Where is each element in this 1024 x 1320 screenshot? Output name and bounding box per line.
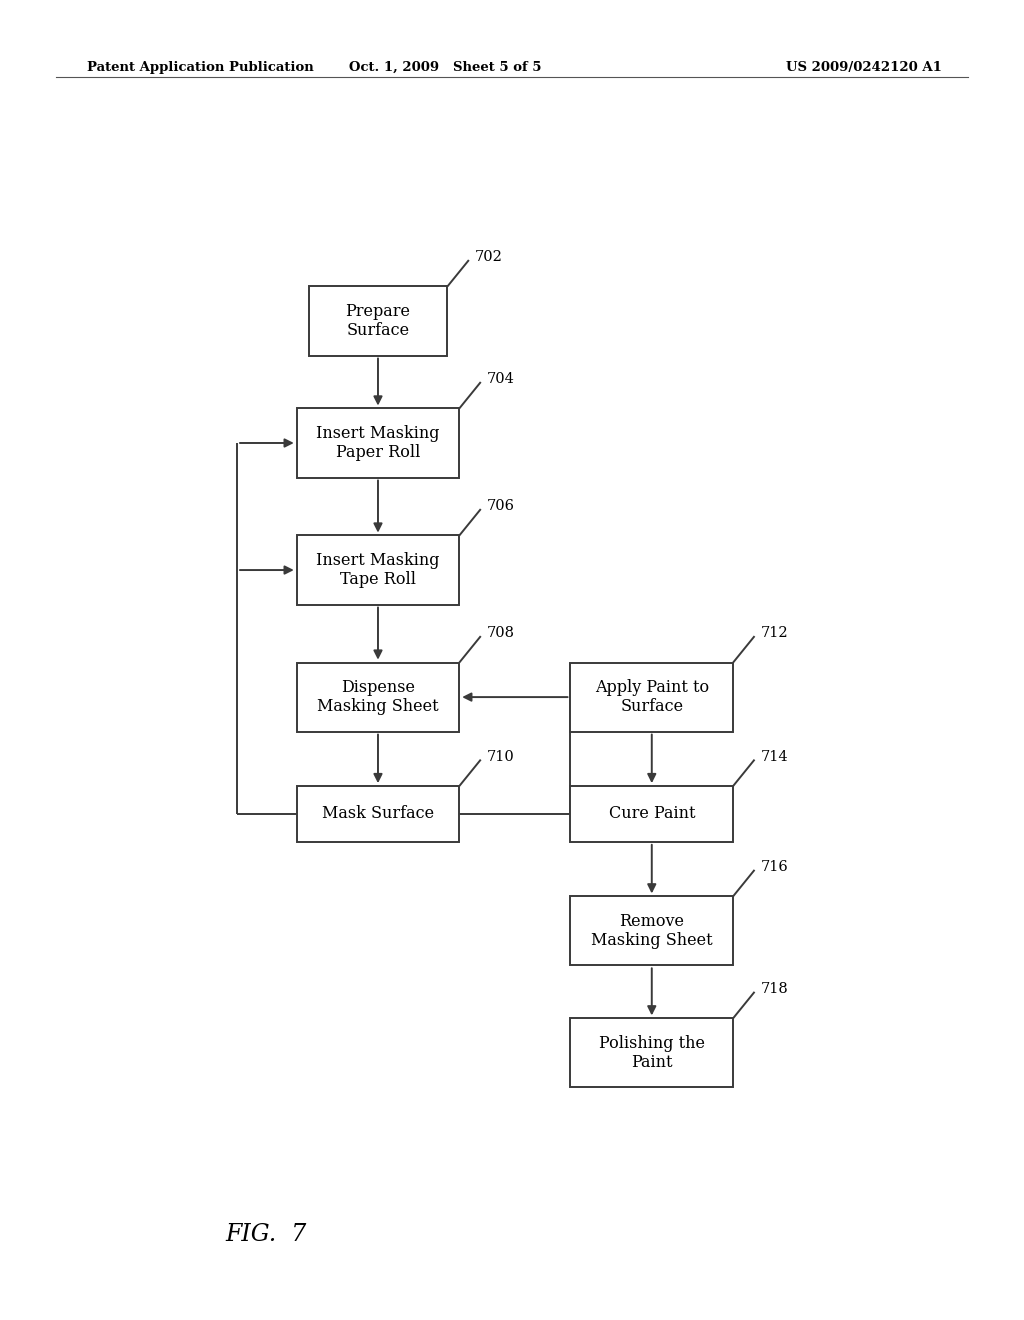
Text: 716: 716	[761, 859, 788, 874]
Text: 712: 712	[761, 626, 788, 640]
Text: Cure Paint: Cure Paint	[608, 805, 695, 822]
Text: 718: 718	[761, 982, 788, 995]
Text: Insert Masking
Tape Roll: Insert Masking Tape Roll	[316, 552, 439, 589]
Text: Apply Paint to
Surface: Apply Paint to Surface	[595, 678, 709, 715]
FancyBboxPatch shape	[297, 663, 460, 731]
Text: 706: 706	[487, 499, 515, 513]
Text: Dispense
Masking Sheet: Dispense Masking Sheet	[317, 678, 439, 715]
FancyBboxPatch shape	[308, 286, 447, 355]
FancyBboxPatch shape	[570, 785, 733, 842]
Text: 708: 708	[487, 626, 515, 640]
Text: Insert Masking
Paper Roll: Insert Masking Paper Roll	[316, 425, 439, 461]
Text: 704: 704	[487, 372, 515, 385]
Text: 710: 710	[487, 750, 515, 764]
FancyBboxPatch shape	[570, 663, 733, 731]
FancyBboxPatch shape	[297, 785, 460, 842]
FancyBboxPatch shape	[570, 896, 733, 965]
Text: Mask Surface: Mask Surface	[322, 805, 434, 822]
Text: Remove
Masking Sheet: Remove Masking Sheet	[591, 912, 713, 949]
Text: US 2009/0242120 A1: US 2009/0242120 A1	[786, 61, 942, 74]
FancyBboxPatch shape	[297, 536, 460, 605]
Text: 714: 714	[761, 750, 788, 764]
Text: Polishing the
Paint: Polishing the Paint	[599, 1035, 705, 1071]
Text: FIG.  7: FIG. 7	[225, 1222, 306, 1246]
Text: Patent Application Publication: Patent Application Publication	[87, 61, 313, 74]
Text: Prepare
Surface: Prepare Surface	[345, 302, 411, 339]
Text: Oct. 1, 2009   Sheet 5 of 5: Oct. 1, 2009 Sheet 5 of 5	[349, 61, 542, 74]
FancyBboxPatch shape	[570, 1018, 733, 1088]
Text: 702: 702	[475, 249, 503, 264]
FancyBboxPatch shape	[297, 408, 460, 478]
